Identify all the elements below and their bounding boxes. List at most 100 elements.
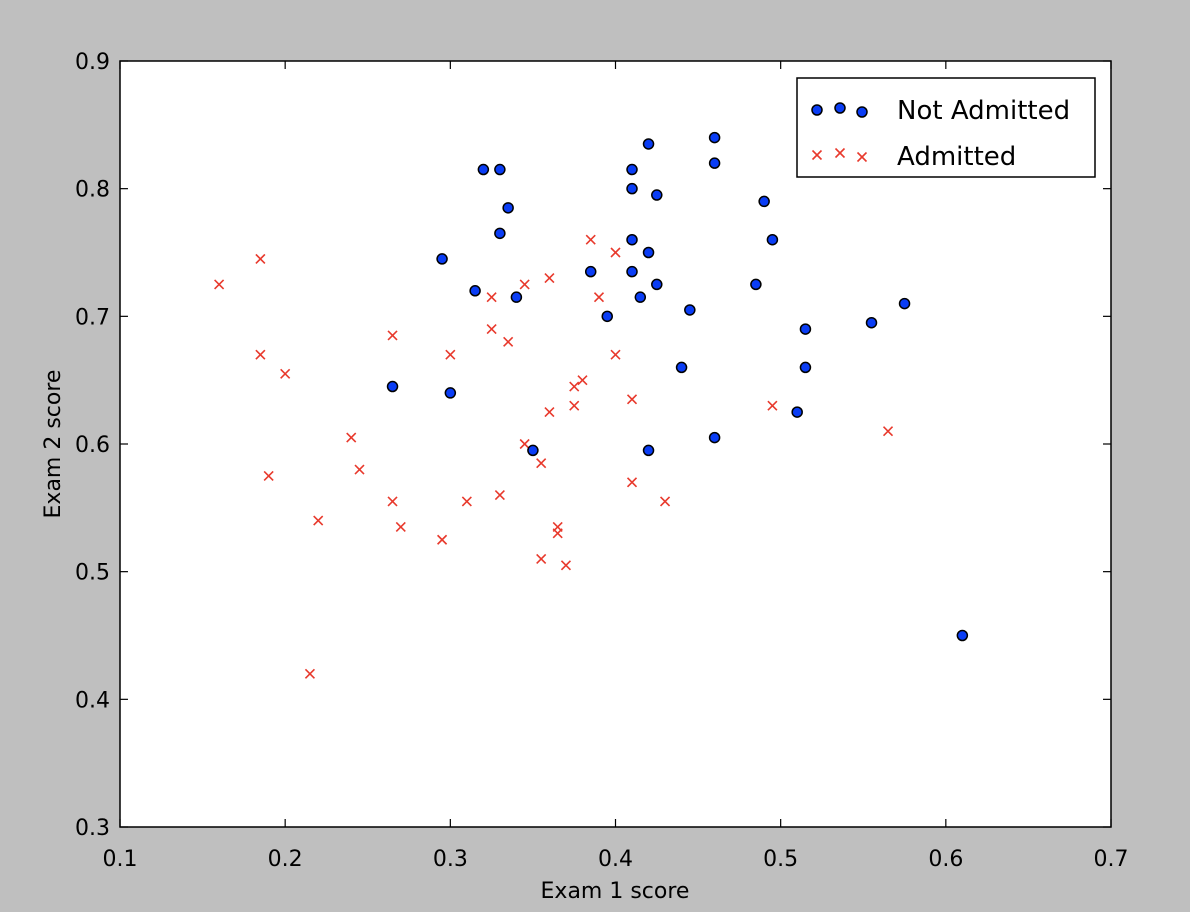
legend-marker-circle <box>811 104 823 116</box>
not-admitted-point <box>651 278 663 291</box>
x-tick-label: 0.7 <box>1094 847 1129 872</box>
not-admitted-point <box>898 297 911 310</box>
admitted-point <box>577 375 588 386</box>
admitted-point <box>263 470 274 481</box>
not-admitted-point <box>675 361 688 374</box>
legend-label-admitted: Admitted <box>897 142 1016 172</box>
y-tick-label: 0.8 <box>75 178 110 203</box>
admitted-point <box>461 496 472 507</box>
admitted-point <box>569 400 580 411</box>
not-admitted-point <box>865 316 878 329</box>
not-admitted-point <box>634 291 647 303</box>
legend-marker-circle <box>834 102 846 114</box>
x-tick-label: 0.6 <box>928 847 963 872</box>
admitted-point <box>387 330 398 341</box>
y-tick-label: 0.6 <box>75 433 110 458</box>
not-admitted-point <box>791 406 803 418</box>
not-admitted-point <box>469 285 481 297</box>
admitted-point <box>304 668 316 679</box>
not-admitted-point <box>708 431 721 444</box>
not-admitted-point <box>799 361 812 374</box>
legend-marker-x <box>856 151 868 163</box>
admitted-point <box>486 292 497 303</box>
y-tick-label: 0.4 <box>75 688 110 713</box>
admitted-point <box>585 234 596 245</box>
admitted-point <box>354 464 365 475</box>
admitted-point <box>445 349 456 360</box>
admitted-point <box>626 394 638 405</box>
not-admitted-point <box>626 265 638 278</box>
admitted-point <box>494 490 505 501</box>
admitted-point <box>214 279 225 290</box>
data-points <box>214 131 969 679</box>
not-admitted-point <box>494 163 506 176</box>
not-admitted-point <box>444 387 457 399</box>
x-tick-label: 0.2 <box>268 847 303 872</box>
y-tick-label: 0.7 <box>75 305 110 330</box>
not-admitted-point <box>494 227 506 240</box>
admitted-point <box>626 477 638 488</box>
not-admitted-point <box>386 380 399 393</box>
admitted-point <box>346 432 357 443</box>
admitted-point <box>882 426 894 437</box>
admitted-point <box>560 560 572 571</box>
not-admitted-point <box>708 131 721 144</box>
admitted-point <box>569 381 580 392</box>
legend-markers <box>811 102 868 163</box>
y-tick-label: 0.3 <box>75 816 110 841</box>
not-admitted-point <box>642 246 655 259</box>
plot-frame <box>119 60 1112 828</box>
admitted-point <box>255 349 266 360</box>
not-admitted-point <box>601 310 613 323</box>
not-admitted-point <box>502 202 514 214</box>
not-admitted-point <box>766 233 779 246</box>
admitted-point <box>255 253 266 264</box>
not-admitted-point <box>584 265 597 278</box>
not-admitted-point <box>684 304 696 316</box>
x-tick-label: 0.1 <box>103 847 138 872</box>
admitted-point <box>544 407 555 418</box>
y-tick-label: 0.5 <box>75 561 110 586</box>
admitted-point <box>536 553 547 564</box>
y-tick-label: 0.9 <box>75 50 110 75</box>
admitted-point <box>387 496 398 507</box>
not-admitted-point <box>477 163 490 176</box>
not-admitted-point <box>956 629 969 642</box>
not-admitted-point <box>527 444 539 457</box>
admitted-point <box>552 528 563 539</box>
not-admitted-point <box>642 138 655 150</box>
not-admitted-point <box>642 444 655 457</box>
x-tick-label: 0.3 <box>433 847 468 872</box>
admitted-point <box>395 521 406 533</box>
admitted-point <box>536 458 547 469</box>
tick-labels: 0.1 0.2 0.3 0.4 0.5 0.6 0.7 0.3 0.4 0.5 0.6 0.7 0.8 0… <box>75 50 1129 872</box>
admitted-point <box>519 438 530 450</box>
not-admitted-point <box>750 278 762 291</box>
admitted-point <box>659 496 671 507</box>
admitted-point <box>280 368 291 379</box>
legend-box <box>796 77 1096 178</box>
not-admitted-point <box>626 163 638 176</box>
x-tick-label: 0.4 <box>598 847 633 872</box>
x-axis-label: Exam 1 score <box>541 879 690 904</box>
not-admitted-point <box>651 189 663 201</box>
not-admitted-point <box>436 253 448 265</box>
not-admitted-point <box>510 291 523 303</box>
plot-area <box>120 61 1111 827</box>
legend-label-not-admitted: Not Admitted <box>897 96 1070 126</box>
legend-marker-x <box>811 149 823 161</box>
admitted-point <box>544 272 555 284</box>
admitted-point <box>610 247 621 258</box>
admitted-point <box>519 279 530 290</box>
admitted-point <box>503 336 514 347</box>
admitted-point <box>437 534 448 545</box>
x-tick-label: 0.5 <box>763 847 798 872</box>
admitted-point <box>610 349 621 360</box>
not-admitted-point <box>626 182 638 195</box>
legend-marker-circle <box>856 106 868 118</box>
admitted-point <box>313 515 324 526</box>
legend-marker-x <box>834 147 846 159</box>
admitted-point <box>593 292 605 303</box>
legend: Not Admitted Admitted <box>796 77 1096 178</box>
